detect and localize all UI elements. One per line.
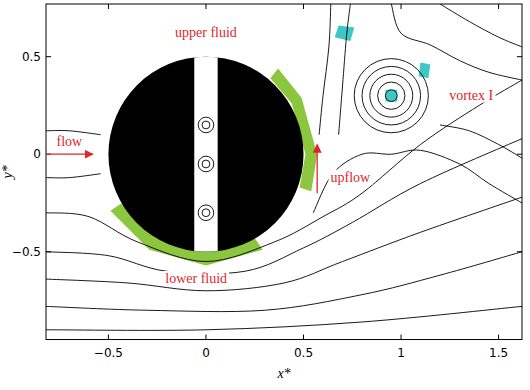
y-tick-label: 0.5	[22, 50, 41, 64]
x-tick	[498, 4, 499, 9]
streamline	[391, 4, 522, 80]
vortex-ring	[198, 156, 214, 172]
y-tick	[46, 56, 51, 57]
streamline	[319, 4, 331, 135]
x-tick	[205, 335, 206, 340]
annotation-arrow	[46, 154, 93, 155]
vortex-ring	[362, 66, 421, 125]
label-background	[328, 170, 373, 185]
label-background	[447, 88, 495, 103]
annotation: flow	[57, 134, 84, 149]
x-tick	[498, 335, 499, 340]
y-tick-label: 0	[33, 147, 41, 161]
vortex-ring	[202, 160, 210, 168]
x-tick	[303, 335, 304, 340]
vorticity-patch	[335, 25, 355, 41]
streamline	[339, 4, 351, 135]
vortex-ring	[198, 205, 214, 221]
x-axis-title: x*	[276, 366, 290, 381]
plot-frame	[46, 4, 522, 340]
y-tick	[46, 251, 51, 252]
streamline	[313, 150, 522, 213]
figure: −0.5 0 0.5 1 1.5 −0.5 0 0.5 x* y* upper fluid flow l…	[0, 0, 530, 390]
vortex-ring	[354, 59, 428, 133]
vortex-ring	[378, 82, 405, 109]
x-tick	[401, 4, 402, 9]
annotation: lower fluid	[165, 271, 227, 286]
x-tick-label: 1	[397, 346, 405, 360]
vortex-ring	[202, 209, 210, 217]
streamline	[46, 174, 101, 178]
vortex-ring	[198, 117, 214, 133]
vortex-ring	[370, 74, 413, 117]
x-tick	[401, 335, 402, 340]
vortex-ring	[202, 121, 210, 129]
annotation: vortex I	[449, 88, 493, 103]
x-tick	[205, 4, 206, 9]
streamline	[46, 306, 522, 330]
streamline	[440, 4, 522, 47]
x-tick	[303, 4, 304, 9]
y-tick	[517, 154, 522, 155]
vortex-ring	[385, 90, 397, 102]
x-tick	[108, 335, 109, 340]
annotations: upper fluid flow lower fluid upflow vortex I	[46, 25, 496, 286]
x-tick-label: −0.5	[94, 346, 123, 360]
y-axis-title: y*	[0, 165, 15, 180]
label-background	[163, 271, 229, 286]
y-tick-label: −0.5	[12, 245, 41, 259]
y-tick	[517, 56, 522, 57]
cylinder	[108, 57, 303, 252]
x-tick-label: 0	[202, 346, 210, 360]
x-tick-label: 0.5	[294, 346, 313, 360]
annotation: upper fluid	[175, 25, 237, 40]
annotation: upflow	[330, 170, 371, 185]
annotation-arrow	[317, 144, 318, 193]
cylinder-slot	[194, 57, 217, 252]
x-tick-label: 1.5	[489, 346, 508, 360]
streamline	[440, 125, 522, 158]
plot-area	[46, 4, 522, 330]
streamline	[46, 252, 522, 312]
vorticity-patch	[385, 90, 397, 102]
label-background	[55, 134, 86, 149]
label-background	[173, 25, 239, 40]
vorticity-patch	[419, 63, 431, 79]
x-tick	[108, 4, 109, 9]
y-tick	[517, 251, 522, 252]
